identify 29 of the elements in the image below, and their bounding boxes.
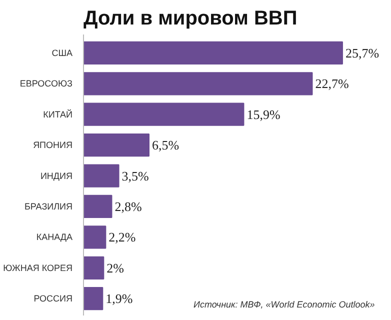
bar xyxy=(84,194,112,218)
y-tick-label: ИНДИЯ xyxy=(40,170,73,181)
data-label: 3,5% xyxy=(122,168,150,184)
bar xyxy=(84,134,150,157)
y-tick-label: БРАЗИЛИЯ xyxy=(24,201,73,212)
bar xyxy=(84,287,104,310)
y-tick-label: США xyxy=(52,48,73,58)
y-tick-label: КИТАЙ xyxy=(43,108,73,120)
data-label: 2% xyxy=(106,260,124,276)
bar xyxy=(84,256,104,280)
bar xyxy=(84,226,106,249)
data-label: 25,7% xyxy=(345,45,380,60)
y-tick-label: ЯПОНИЯ xyxy=(33,140,72,150)
y-tick-label: КАНАДА xyxy=(36,232,73,242)
y-tick-label: ЕВРОСОЮЗ xyxy=(20,78,73,89)
annotation: Источник: МВФ, «World Economic Outlook» xyxy=(194,300,375,310)
y-tick-label: ЮЖНАЯ КОРЕЯ xyxy=(3,262,73,273)
data-label: 6,5% xyxy=(152,138,180,153)
bar xyxy=(84,164,120,188)
chart-title: Доли в мировом ВВП xyxy=(84,8,298,30)
data-label: 15,9% xyxy=(246,106,280,122)
data-label: 2,2% xyxy=(108,230,136,245)
data-label: 22,7% xyxy=(315,76,349,92)
bar xyxy=(84,41,343,64)
y-tick-label: РОССИЯ xyxy=(34,294,73,304)
bar xyxy=(84,102,244,126)
data-label: 1,9% xyxy=(106,291,133,306)
data-label: 2,8% xyxy=(114,198,142,214)
bar xyxy=(84,72,313,96)
